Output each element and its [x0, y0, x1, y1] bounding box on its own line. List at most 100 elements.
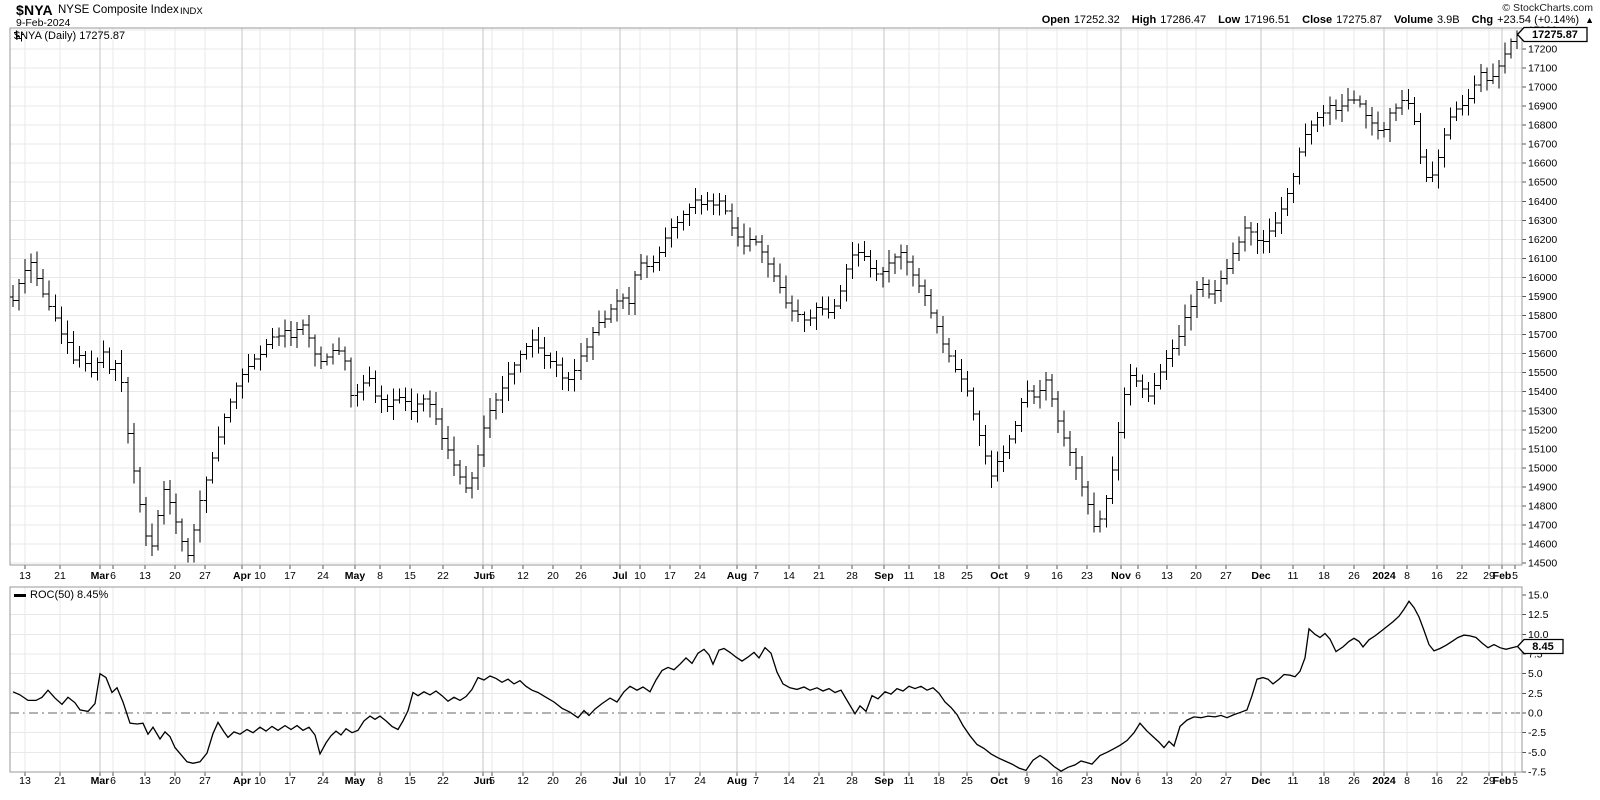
chg-label: Chg	[1471, 14, 1494, 26]
date-axis-label: 13	[19, 570, 31, 582]
date-axis-label: 7	[753, 775, 759, 787]
date-axis-label: 8	[377, 775, 383, 787]
date-axis-label: 11	[904, 775, 915, 787]
date-axis-label: 11	[904, 570, 915, 582]
quote-row: Open 17252.32 High 17286.47 Low 17196.51 Cl…	[1033, 14, 1594, 26]
ohlc-bar-icon	[14, 30, 24, 42]
price-axis-label: 15100	[1528, 443, 1557, 455]
roc-line	[12, 600, 1518, 772]
date-axis-label: 13	[1161, 775, 1173, 787]
exchange-label: INDX	[180, 6, 203, 17]
date-axis-label: Dec	[1251, 570, 1270, 582]
open-value: 17252.32	[1073, 14, 1120, 26]
last-price-tag-shape	[1516, 26, 1588, 43]
date-axis-label: 2024	[1372, 570, 1396, 582]
price-axis-label: 15800	[1528, 310, 1557, 322]
date-axis-label: 9	[1024, 570, 1030, 582]
volume-value: 3.9B	[1436, 14, 1460, 26]
close-label: Close	[1302, 14, 1333, 26]
date-axis-label: 29	[1483, 570, 1495, 582]
date-axis-label: 27	[1220, 570, 1232, 582]
date-axis-label: Feb	[1493, 775, 1512, 787]
date-axis-label: 24	[317, 570, 329, 582]
date-axis-label: 18	[933, 775, 945, 787]
date-axis-label: 13	[139, 775, 151, 787]
date-axis-label: 16	[1051, 775, 1063, 787]
date-axis-label: May	[345, 775, 366, 787]
date-axis-label: 17	[664, 775, 676, 787]
price-axis-label: 14700	[1528, 520, 1557, 532]
close-value: 17275.87	[1336, 14, 1382, 26]
date-axis-label: 26	[575, 775, 587, 787]
date-axis-label: 26	[575, 570, 587, 582]
date-axis-label: 8	[1404, 570, 1410, 582]
date-axis-label: 20	[169, 570, 181, 582]
price-axis-label: 14600	[1528, 539, 1557, 551]
date-axis-label: 12	[517, 570, 529, 582]
date-axis-label: 24	[694, 775, 706, 787]
price-axis-label: 16600	[1528, 158, 1557, 170]
date-axis-label: Sep	[874, 775, 893, 787]
date-axis-label: 6	[1135, 775, 1141, 787]
roc-axis-label: 5.0	[1528, 668, 1543, 680]
chart-date: 9-Feb-2024	[16, 17, 71, 29]
date-axis-label: 18	[1318, 775, 1330, 787]
date-axis-label: 24	[317, 775, 329, 787]
price-legend-label: $NYA (Daily) 17275.87	[14, 30, 126, 42]
roc-axis-label: 15.0	[1528, 590, 1549, 602]
price-axis-label: 15700	[1528, 329, 1557, 341]
date-axis-label: 21	[813, 775, 825, 787]
date-axis-label: Mar	[91, 570, 110, 582]
roc-value-tag-shape	[1516, 638, 1564, 655]
date-axis-label: Oct	[990, 570, 1008, 582]
date-axis-label: 9	[1024, 775, 1030, 787]
date-axis-label: Feb	[1493, 570, 1512, 582]
price-axis-label: 16300	[1528, 215, 1557, 227]
date-axis-label: May	[345, 570, 366, 582]
date-axis-label: Aug	[727, 775, 747, 787]
date-axis-label: Jun	[474, 775, 493, 787]
roc-value-tag: 8.45	[1532, 640, 1554, 653]
date-axis-label: 26	[1348, 570, 1360, 582]
copyright-watermark: © StockCharts.com	[1502, 2, 1593, 14]
date-axis-label: 23	[1081, 570, 1093, 582]
date-axis-label: 5	[489, 775, 495, 787]
chg-value: +23.54 (+0.14%)	[1497, 14, 1580, 26]
date-axis-label: 23	[1081, 775, 1093, 787]
date-axis-label: 20	[547, 775, 559, 787]
date-axis-label: Jun	[474, 570, 493, 582]
date-axis-label: 28	[846, 775, 858, 787]
price-axis-label: 17000	[1528, 82, 1557, 94]
low-label: Low	[1218, 14, 1241, 26]
date-axis-label: 17	[284, 570, 296, 582]
date-axis-label: 15	[404, 570, 416, 582]
roc-axis-label: 0.0	[1528, 708, 1543, 720]
date-axis-label: 22	[437, 570, 449, 582]
price-axis-label: 16200	[1528, 234, 1557, 246]
price-axis-label: 14500	[1528, 558, 1557, 570]
high-label: High	[1131, 14, 1157, 26]
price-axis-label: 15300	[1528, 405, 1557, 417]
date-axis-label: 2024	[1372, 775, 1396, 787]
price-axis-label: 16100	[1528, 253, 1557, 265]
index-name: NYSE Composite Index	[58, 4, 179, 16]
up-triangle-icon: ▲	[1585, 15, 1594, 25]
date-axis-label: 21	[54, 775, 66, 787]
date-axis-label: Sep	[874, 570, 893, 582]
price-axis-label: 15600	[1528, 348, 1557, 360]
roc-axis-label: 12.5	[1528, 609, 1549, 621]
date-axis-label: 20	[1190, 775, 1202, 787]
date-axis-label: 15	[404, 775, 416, 787]
date-axis-label: 16	[1051, 570, 1063, 582]
date-axis-label: 25	[961, 570, 973, 582]
date-axis-label: 13	[19, 775, 31, 787]
roc-axis-label: 2.5	[1528, 688, 1543, 700]
date-axis-label: Jul	[612, 570, 627, 582]
date-axis-label: Nov	[1111, 570, 1131, 582]
date-axis-label: 6	[1135, 570, 1141, 582]
date-axis-label: 22	[1456, 570, 1468, 582]
date-axis-label: 8	[1404, 775, 1410, 787]
date-axis-label: Aug	[727, 570, 747, 582]
